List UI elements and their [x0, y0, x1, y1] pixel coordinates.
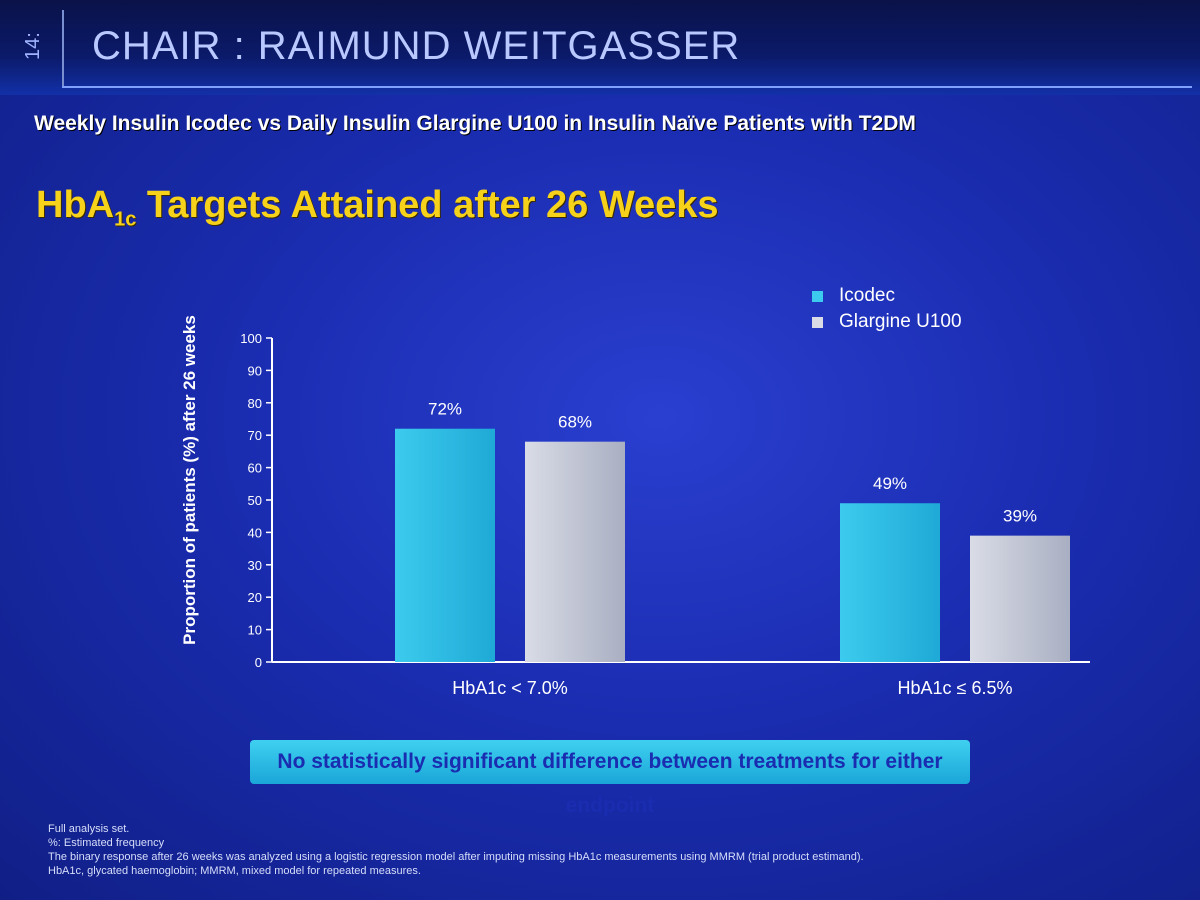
y-tick-label: 70 [248, 428, 262, 443]
title-main: HbA [36, 184, 115, 226]
title-subscript: 1c [114, 208, 137, 231]
data-label: 39% [1003, 507, 1037, 526]
y-tick-label: 0 [255, 655, 262, 670]
bar-glargine-1 [525, 441, 625, 662]
footnote-3: The binary response after 26 weeks was a… [48, 851, 864, 863]
y-tick-label: 40 [248, 525, 262, 540]
y-tick-label: 100 [240, 331, 262, 346]
footnote-1: Full analysis set. [48, 823, 130, 835]
footnotes: Full analysis set. %: Estimated frequenc… [48, 822, 864, 878]
bar-glargine-2 [970, 535, 1070, 662]
bar-icodec-2 [840, 503, 940, 662]
y-tick-label: 80 [248, 396, 262, 411]
chair-banner [0, 0, 1200, 95]
bar-icodec-1 [395, 428, 495, 662]
legend-item-glargine: Glargine U100 [812, 309, 962, 335]
chart-legend: Icodec Glargine U100 [812, 283, 962, 335]
legend-swatch-icodec [812, 290, 823, 302]
banner-divider [62, 10, 64, 86]
chair-name: CHAIR : RAIMUND WEITGASSER [92, 24, 741, 68]
y-tick-label: 10 [248, 623, 262, 638]
data-label: 49% [873, 474, 907, 493]
slide-title: HbA1c Targets Attained after 26 Weeks [36, 184, 719, 232]
y-tick-label: 90 [248, 363, 262, 378]
data-label: 68% [558, 413, 592, 432]
y-tick-label: 50 [248, 493, 262, 508]
data-label: 72% [428, 400, 462, 419]
y-axis-label: Proportion of patients (%) after 26 week… [180, 315, 199, 645]
legend-swatch-glargine [812, 316, 823, 328]
footnote-4: HbA1c, glycated haemoglobin; MMRM, mixed… [48, 865, 421, 877]
x-category-label: HbA1c < 7.0% [452, 678, 568, 698]
title-rest: Targets Attained after 26 Weeks [136, 184, 719, 226]
legend-item-icodec: Icodec [812, 283, 962, 309]
significance-note: No statistically significant difference … [250, 740, 970, 817]
legend-label-glargine: Glargine U100 [839, 311, 962, 332]
y-tick-label: 60 [248, 461, 262, 476]
y-tick-label: 30 [248, 558, 262, 573]
legend-label-icodec: Icodec [839, 285, 895, 306]
footnote-2: %: Estimated frequency [48, 837, 165, 849]
banner-rule [62, 86, 1192, 88]
slide-subtitle: Weekly Insulin Icodec vs Daily Insulin G… [34, 112, 916, 135]
x-category-label: HbA1c ≤ 6.5% [898, 678, 1013, 698]
y-tick-label: 20 [248, 590, 262, 605]
